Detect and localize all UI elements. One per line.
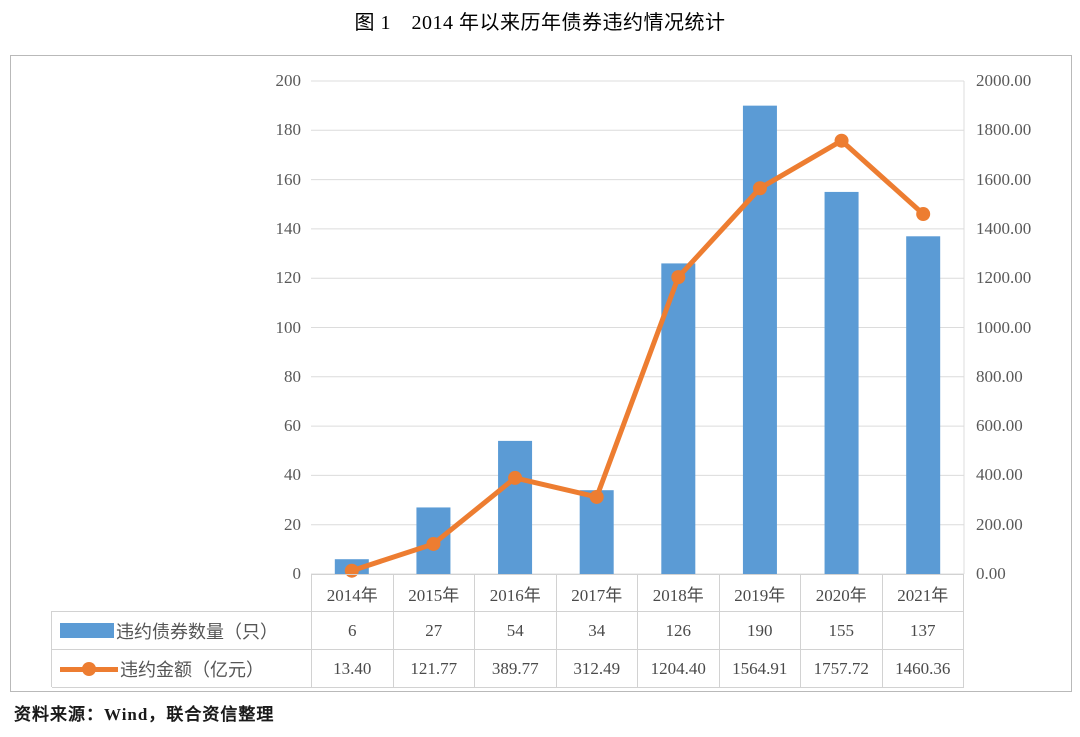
value-cell: 312.49 xyxy=(556,650,638,688)
left-tick-label: 200 xyxy=(275,71,302,90)
right-tick-label: 800.00 xyxy=(976,366,1023,386)
right-tick-label: 1000.00 xyxy=(976,317,1032,337)
value-cell: 1757.72 xyxy=(801,650,883,688)
line-marker xyxy=(752,181,767,196)
left-tick-label: 40 xyxy=(284,465,301,485)
left-tick-label: 80 xyxy=(284,366,301,386)
line-marker xyxy=(916,207,931,222)
right-tick-label: 2000.00 xyxy=(976,71,1032,90)
line-marker xyxy=(671,270,686,285)
value-cell: 389.77 xyxy=(475,650,557,688)
year-cell: 2019年 xyxy=(720,575,801,611)
year-cell: 2015年 xyxy=(394,575,475,611)
value-cell: 54 xyxy=(475,612,557,650)
value-cell: 6 xyxy=(312,612,394,650)
right-tick-label: 0.00 xyxy=(976,564,1006,583)
right-tick-label: 1200.00 xyxy=(976,268,1032,288)
left-tick-label: 100 xyxy=(275,317,302,337)
year-cell: 2016年 xyxy=(475,575,557,611)
plot-area xyxy=(311,80,965,578)
year-cell: 2020年 xyxy=(801,575,883,611)
value-cell: 1204.40 xyxy=(638,650,720,688)
year-cell: 2014年 xyxy=(312,575,394,611)
value-cell: 155 xyxy=(801,612,883,650)
left-tick-label: 180 xyxy=(275,120,302,140)
value-cell: 27 xyxy=(393,612,475,650)
left-tick-label: 160 xyxy=(275,169,302,189)
bar-legend-swatch xyxy=(60,623,114,638)
right-tick-label: 1400.00 xyxy=(976,218,1032,238)
line-swatch-dot xyxy=(82,661,96,676)
right-tick-label: 1600.00 xyxy=(976,169,1032,189)
line-marker xyxy=(508,470,523,485)
legend-key-line: 违约金额（亿元） xyxy=(52,650,312,688)
left-tick-label: 60 xyxy=(284,416,301,436)
source-note: 资料来源：Wind，联合资信整理 xyxy=(14,705,275,724)
legend-label: 违约金额（亿元） xyxy=(120,659,264,680)
right-tick-label: 400.00 xyxy=(976,465,1023,485)
value-cell: 137 xyxy=(882,612,964,650)
value-cell: 13.40 xyxy=(312,650,394,688)
chart-figure: 0 20 40 60 80 100 120 140 160 180 200 0.00 200.00 40… xyxy=(10,55,1072,692)
value-cell: 121.77 xyxy=(393,650,475,688)
legend-key-bar: 违约债券数量（只） xyxy=(52,612,312,650)
bar xyxy=(742,105,777,575)
right-tick-label: 600.00 xyxy=(976,416,1023,436)
line-marker xyxy=(834,133,849,148)
year-cell: 2017年 xyxy=(557,575,638,611)
amount-line xyxy=(351,138,925,574)
value-cell: 34 xyxy=(556,612,638,650)
x-axis-category-row: 2014年 2015年 2016年 2017年 2018年 2019年 2020年 2021年 xyxy=(311,574,964,611)
left-tick-label: 0 xyxy=(292,564,302,583)
left-tick-label: 140 xyxy=(275,218,302,238)
bar xyxy=(498,440,533,574)
right-tick-label: 1800.00 xyxy=(976,120,1032,140)
year-cell: 2018年 xyxy=(638,575,720,611)
right-tick-label: 200.00 xyxy=(976,514,1023,534)
bar xyxy=(906,236,941,575)
value-cell: 1460.36 xyxy=(882,650,964,688)
legend-label: 违约债券数量（只） xyxy=(116,621,278,642)
chart-title: 图 1 2014 年以来历年债券违约情况统计 xyxy=(354,12,726,34)
line-marker xyxy=(426,536,441,551)
left-tick-label: 120 xyxy=(275,268,302,288)
data-table: 违约债券数量（只） 6 27 54 34 126 190 155 137 违约金额（亿元） 13.4… xyxy=(51,611,964,688)
value-cell: 126 xyxy=(638,612,720,650)
value-cell: 190 xyxy=(719,612,801,650)
bar xyxy=(661,263,696,574)
bar xyxy=(824,191,859,575)
line-legend-swatch xyxy=(60,661,118,677)
left-tick-label: 20 xyxy=(284,514,301,534)
value-cell: 1564.91 xyxy=(719,650,801,688)
year-cell: 2021年 xyxy=(883,575,964,611)
line-marker xyxy=(589,489,604,504)
bar xyxy=(579,490,614,574)
